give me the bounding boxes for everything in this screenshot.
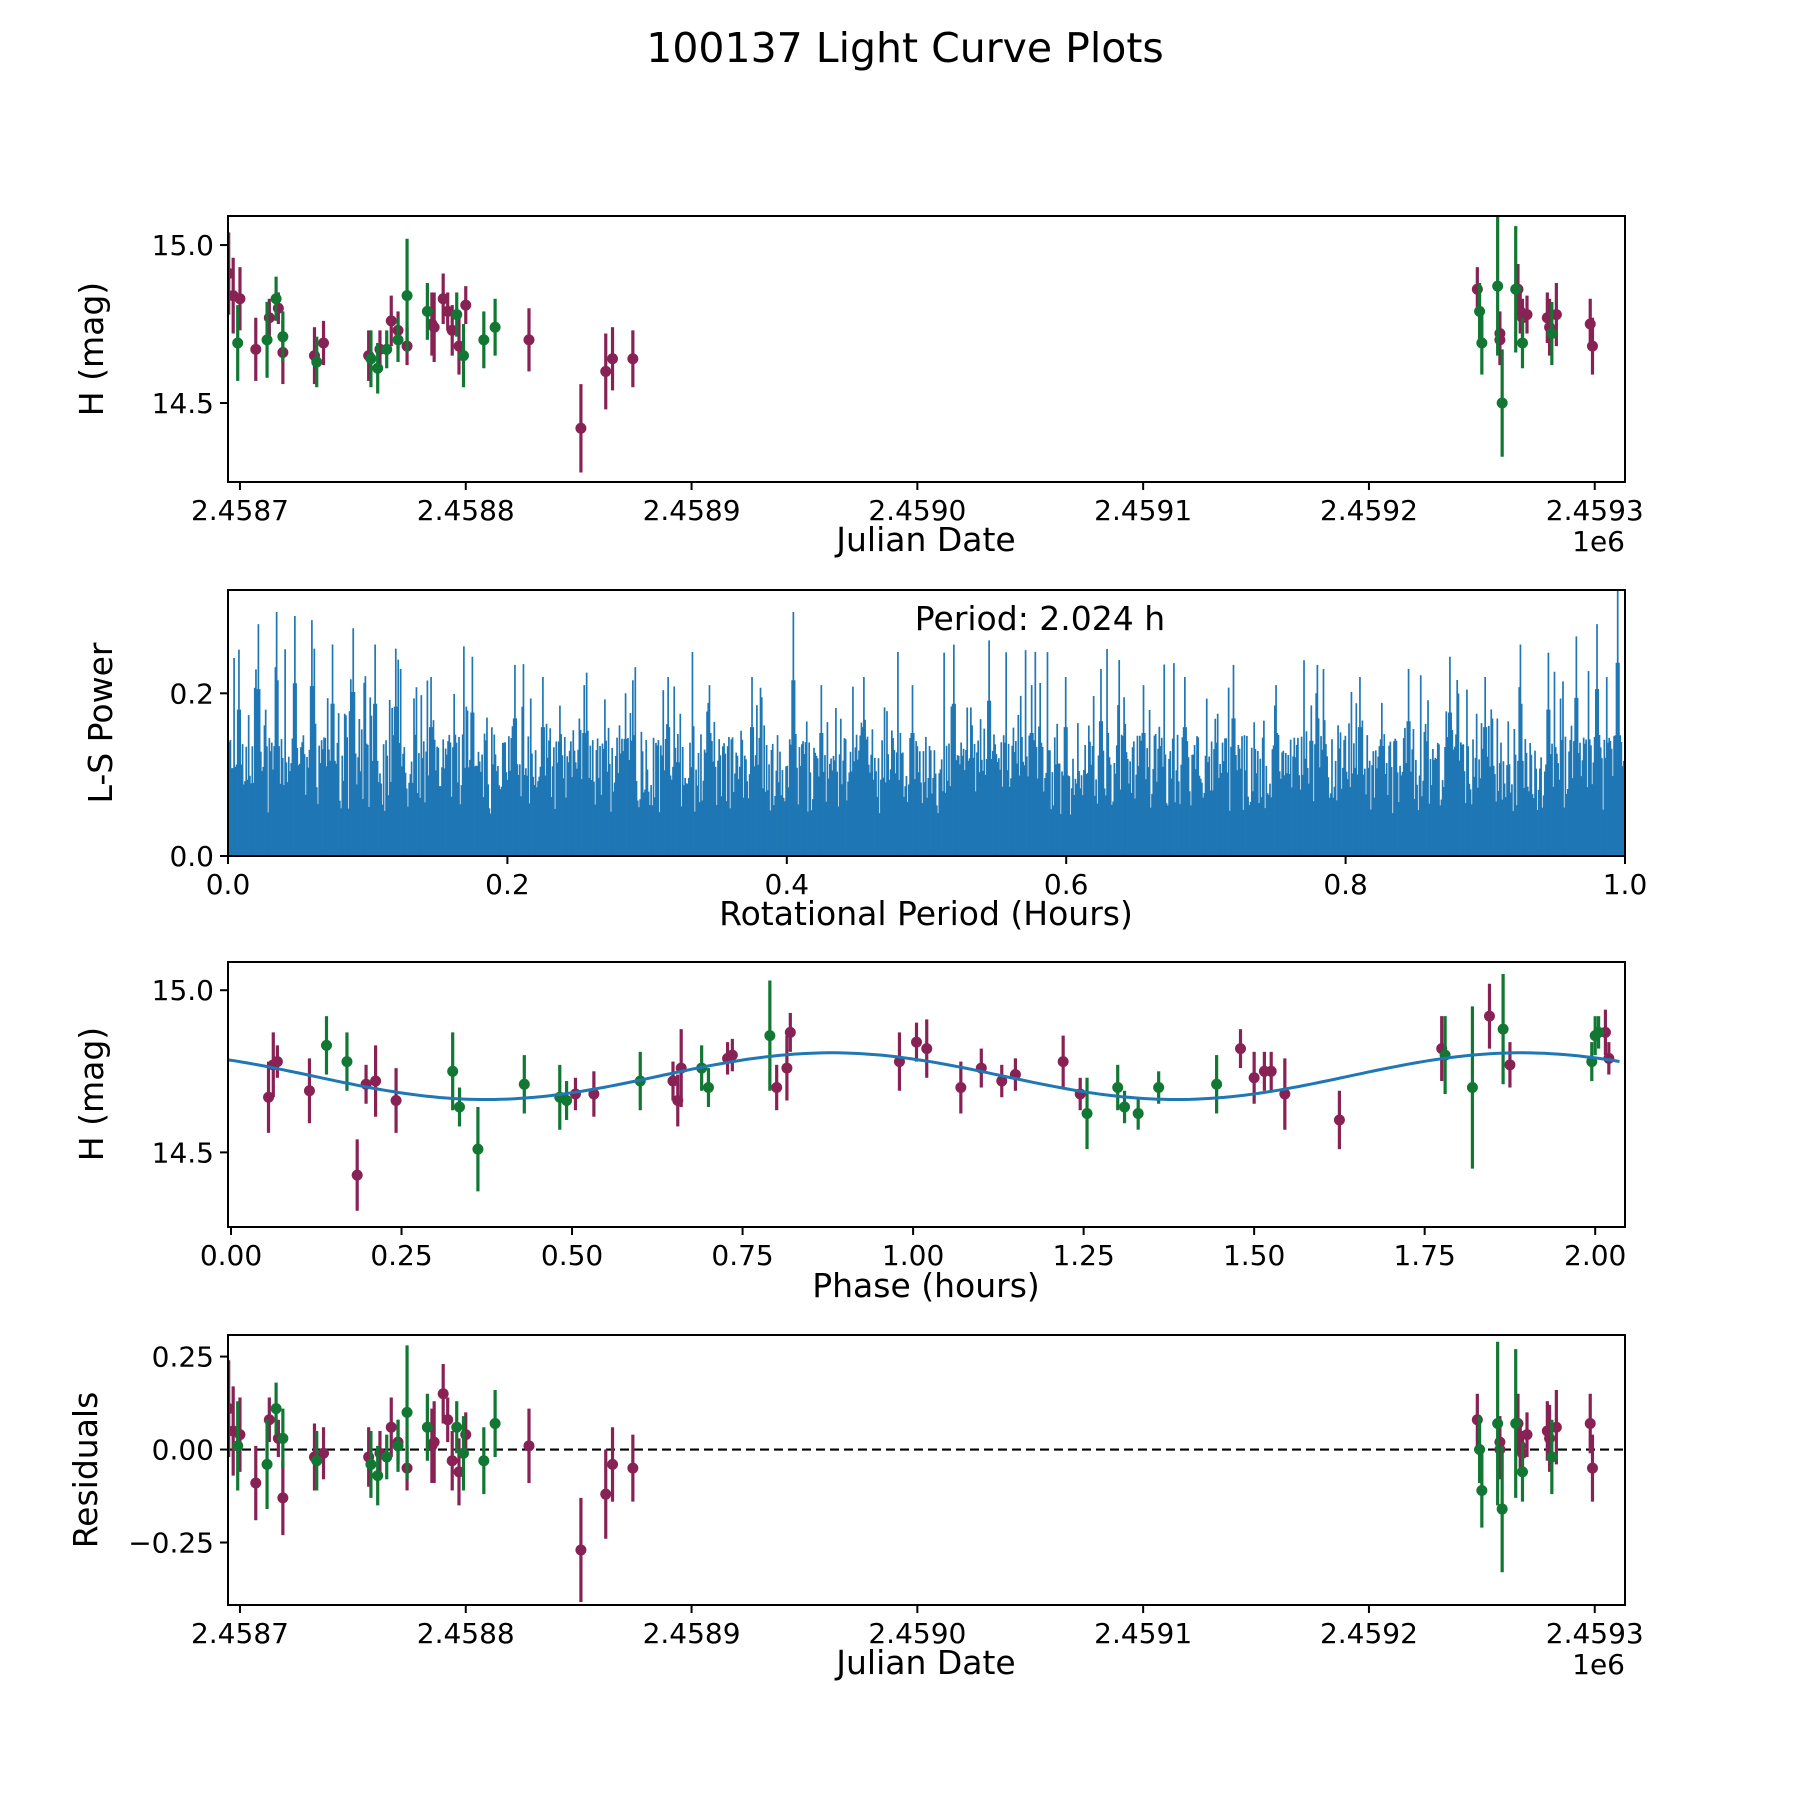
svg-text:0.6: 0.6 (1044, 868, 1089, 901)
panel-phase-content (228, 974, 1620, 1211)
svg-text:0.25: 0.25 (370, 1239, 432, 1272)
axes-frame (227, 1334, 1626, 1606)
figure-title: 100137 Light Curve Plots (646, 24, 1164, 72)
svg-text:2.4588: 2.4588 (417, 1617, 515, 1650)
panel-jd-content (228, 216, 1598, 473)
purple-series (228, 232, 1598, 473)
purple-series (228, 1360, 1598, 1603)
sine-fit-line (228, 1051, 1620, 1101)
jd-panel-xlabel: Julian Date (834, 520, 1016, 559)
residuals-xlabel: Julian Date (834, 1643, 1016, 1682)
svg-text:−0.25: −0.25 (128, 1527, 214, 1560)
svg-text:2.4587: 2.4587 (191, 494, 289, 527)
x-ticks: 2.4587 2.4588 2.4589 2.4590 2.4591 2.4592 2.45… (191, 1605, 1644, 1650)
periodogram-ylabel: L-S Power (81, 642, 120, 803)
svg-text:2.4590: 2.4590 (868, 494, 966, 527)
svg-text:0.75: 0.75 (711, 1239, 773, 1272)
svg-text:2.4590: 2.4590 (868, 1617, 966, 1650)
svg-text:1.25: 1.25 (1052, 1239, 1114, 1272)
svg-text:0.0: 0.0 (206, 868, 251, 901)
axes-frame (227, 961, 1626, 1228)
axes-frame (227, 589, 1626, 857)
svg-text:14.5: 14.5 (152, 387, 214, 420)
svg-text:2.4593: 2.4593 (1546, 1617, 1644, 1650)
periodogram-bars (228, 590, 1625, 856)
svg-text:0.0: 0.0 (169, 840, 214, 873)
panel-ls-content (228, 590, 1625, 856)
phase-panel-ylabel: H (mag) (72, 1027, 111, 1161)
x-ticks: 0.00 0.25 0.50 0.75 1.00 1.25 1.50 1.75 2.00 (200, 1227, 1626, 1272)
svg-text:2.4591: 2.4591 (1094, 1617, 1192, 1650)
axes-frame (227, 215, 1626, 483)
svg-text:15.0: 15.0 (152, 229, 214, 262)
periodogram-xlabel: Rotational Period (Hours) (719, 894, 1133, 933)
svg-text:2.4588: 2.4588 (417, 494, 515, 527)
svg-text:2.4592: 2.4592 (1320, 1617, 1418, 1650)
svg-text:0.00: 0.00 (152, 1434, 214, 1467)
svg-text:0.00: 0.00 (200, 1239, 262, 1272)
y-ticks: 15.0 14.5 (152, 229, 228, 420)
svg-text:2.4587: 2.4587 (191, 1617, 289, 1650)
x-ticks: 0.0 0.2 0.4 0.6 0.8 1.0 (206, 856, 1648, 901)
residuals-ylabel: Residuals (66, 1392, 105, 1549)
purple-series (263, 983, 1615, 1211)
svg-text:0.2: 0.2 (169, 677, 214, 710)
svg-text:1.50: 1.50 (1223, 1239, 1285, 1272)
y-ticks: 0.25 0.00 −0.25 (128, 1341, 228, 1560)
svg-text:1.0: 1.0 (1603, 868, 1648, 901)
svg-text:14.5: 14.5 (152, 1136, 214, 1169)
svg-text:2.4591: 2.4591 (1094, 494, 1192, 527)
residuals-offset-label: 1e6 (1572, 1648, 1625, 1681)
svg-text:1.75: 1.75 (1393, 1239, 1455, 1272)
green-series (320, 974, 1605, 1192)
svg-text:2.4592: 2.4592 (1320, 494, 1418, 527)
svg-text:2.4589: 2.4589 (643, 494, 741, 527)
jd-panel-ylabel: H (mag) (72, 282, 111, 416)
svg-text:2.4589: 2.4589 (643, 1617, 741, 1650)
jd-panel-offset-label: 1e6 (1572, 525, 1625, 558)
svg-text:0.2: 0.2 (485, 868, 530, 901)
svg-text:15.0: 15.0 (152, 974, 214, 1007)
y-ticks: 15.0 14.5 (152, 974, 228, 1169)
svg-text:2.4593: 2.4593 (1546, 494, 1644, 527)
period-annotation: Period: 2.024 h (915, 599, 1165, 638)
panel-resid-content (228, 1341, 1625, 1603)
svg-text:1.00: 1.00 (882, 1239, 944, 1272)
svg-text:0.25: 0.25 (152, 1341, 214, 1374)
svg-text:0.8: 0.8 (1323, 868, 1368, 901)
svg-text:0.4: 0.4 (765, 868, 810, 901)
phase-panel-xlabel: Phase (hours) (812, 1266, 1040, 1305)
x-ticks: 2.4587 2.4588 2.4589 2.4590 2.4591 2.4592 2.45… (191, 482, 1644, 527)
chart-layers: 2.4587 2.4588 2.4589 2.4590 2.4591 2.4592 2.45… (128, 215, 1648, 1650)
y-ticks: 0.0 0.2 (169, 677, 228, 873)
svg-text:2.00: 2.00 (1564, 1239, 1626, 1272)
svg-text:0.50: 0.50 (541, 1239, 603, 1272)
green-series (232, 216, 1558, 457)
green-series (232, 1341, 1558, 1573)
